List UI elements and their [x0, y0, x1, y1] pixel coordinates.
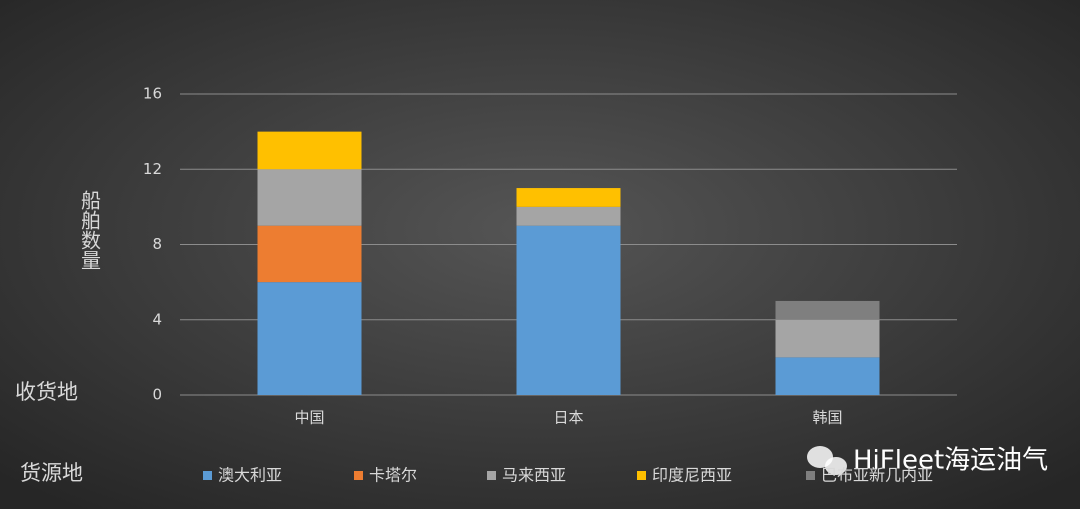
bar-segment: [257, 282, 362, 395]
legend-swatch: [637, 471, 646, 480]
legend-swatch: [203, 471, 212, 480]
bar-segment: [516, 225, 621, 395]
bar-segment: [516, 188, 621, 207]
x-tick-label: 日本: [553, 409, 583, 427]
legend-label: 巴布亚新几内亚: [821, 466, 933, 485]
x-tick-label: 韩国: [812, 409, 842, 427]
y-tick-label: 4: [152, 310, 162, 328]
x-tick-label: 中国: [294, 409, 324, 427]
legend-swatch: [487, 471, 496, 480]
legend-title: 货源地: [20, 461, 83, 485]
bar-segment: [775, 357, 880, 395]
bar-segment: [257, 225, 362, 283]
legend-label: 印度尼西亚: [652, 466, 732, 485]
bar-segment: [775, 300, 880, 320]
bar-segment: [257, 131, 362, 170]
y-tick-label: 16: [143, 85, 162, 103]
legend-label: 卡塔尔: [369, 466, 417, 485]
bar-segment: [257, 169, 362, 226]
legend-swatch: [806, 471, 815, 480]
bar-segment: [775, 319, 880, 358]
y-tick-label: 12: [143, 160, 162, 178]
watermark: HiFleet海运油气: [853, 446, 1048, 476]
x-axis-label: 收货地: [15, 380, 78, 404]
y-axis-label: 船舶数量: [78, 190, 102, 270]
legend-swatch: [354, 471, 363, 480]
y-tick-label: 8: [152, 235, 162, 253]
y-tick-label: 0: [152, 386, 162, 404]
legend-label: 澳大利亚: [218, 466, 282, 485]
legend-label: 马来西亚: [502, 466, 566, 485]
watermark-icon: [807, 446, 847, 475]
bar-segment: [516, 206, 621, 226]
